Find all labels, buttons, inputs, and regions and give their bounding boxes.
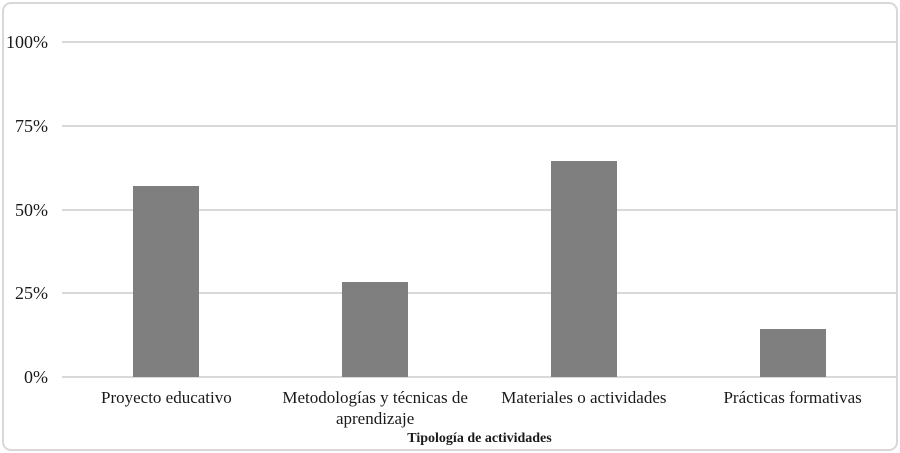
x-axis-line — [62, 376, 897, 378]
gridline — [62, 292, 897, 295]
x-axis-title: Tipología de actividades — [407, 431, 552, 446]
bar-4 — [759, 329, 826, 377]
y-axis: 0% 25% 50% 75% 100% — [0, 32, 48, 387]
gridline — [62, 208, 897, 211]
x-category-label: Materiales o actividades — [501, 388, 667, 407]
bar-2 — [342, 281, 409, 377]
x-category-label: Prácticas formativas — [723, 388, 862, 407]
y-tick-label: 50% — [15, 199, 48, 220]
y-tick-label: 0% — [24, 367, 48, 387]
y-tick-label: 75% — [15, 115, 48, 136]
x-category-label: Metodologías y técnicas de aprendizaje — [282, 388, 468, 428]
y-tick-label: 25% — [15, 283, 48, 304]
gridline — [62, 41, 897, 43]
y-tick-label: 100% — [6, 32, 48, 52]
bar-1 — [133, 186, 200, 377]
plot-area — [62, 41, 897, 378]
bar-3 — [550, 160, 617, 377]
gridline — [62, 124, 897, 127]
x-category-label: Proyecto educativo — [100, 388, 232, 407]
